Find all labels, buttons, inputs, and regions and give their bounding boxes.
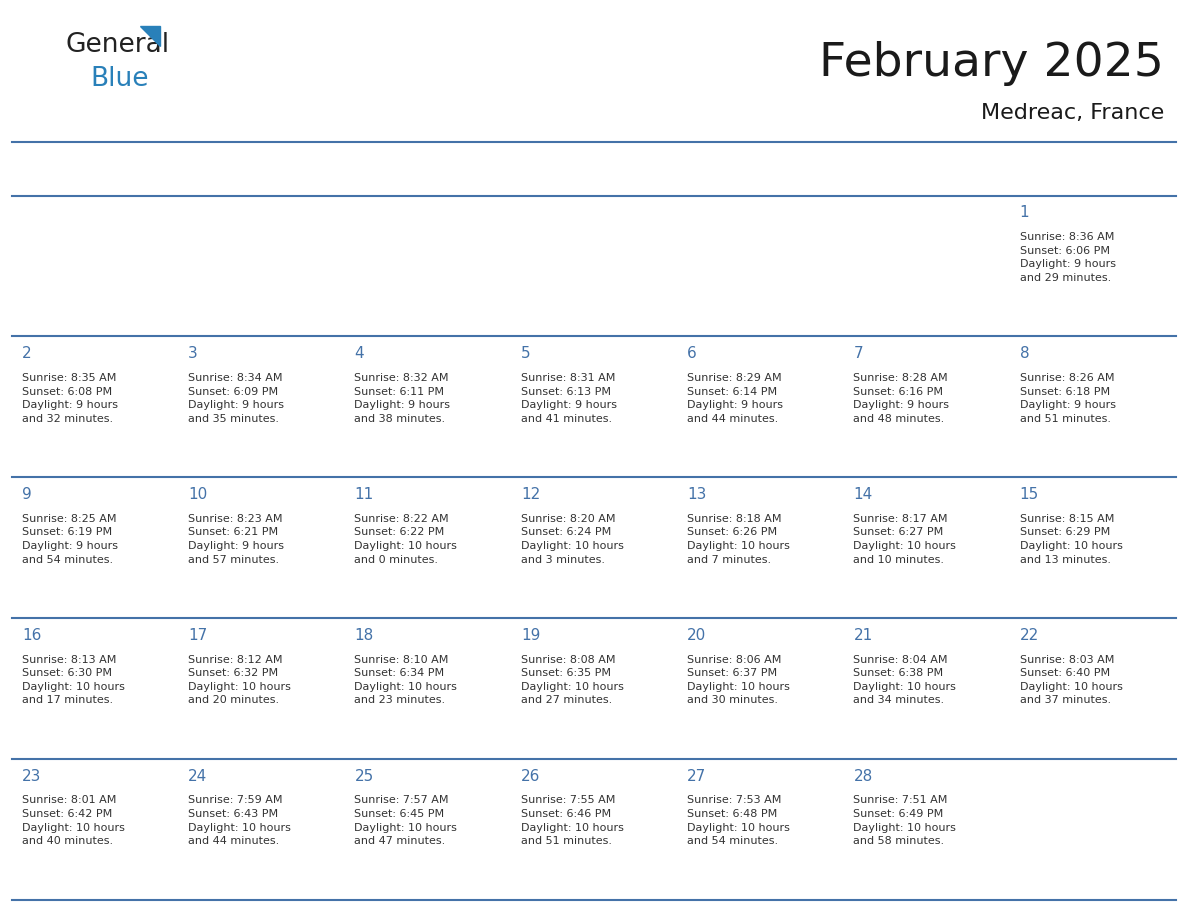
Text: Sunrise: 8:10 AM
Sunset: 6:34 PM
Daylight: 10 hours
and 23 minutes.: Sunrise: 8:10 AM Sunset: 6:34 PM Dayligh… xyxy=(354,655,457,705)
Text: Sunrise: 7:57 AM
Sunset: 6:45 PM
Daylight: 10 hours
and 47 minutes.: Sunrise: 7:57 AM Sunset: 6:45 PM Dayligh… xyxy=(354,795,457,846)
Text: Thursday: Thursday xyxy=(687,164,766,179)
Text: Sunrise: 8:18 AM
Sunset: 6:26 PM
Daylight: 10 hours
and 7 minutes.: Sunrise: 8:18 AM Sunset: 6:26 PM Dayligh… xyxy=(687,514,790,565)
Text: Sunrise: 7:51 AM
Sunset: 6:49 PM
Daylight: 10 hours
and 58 minutes.: Sunrise: 7:51 AM Sunset: 6:49 PM Dayligh… xyxy=(853,795,956,846)
Text: Sunrise: 8:23 AM
Sunset: 6:21 PM
Daylight: 9 hours
and 57 minutes.: Sunrise: 8:23 AM Sunset: 6:21 PM Dayligh… xyxy=(188,514,284,565)
Text: 17: 17 xyxy=(188,628,208,643)
Text: 16: 16 xyxy=(21,628,42,643)
Text: 5: 5 xyxy=(520,346,531,361)
Text: 12: 12 xyxy=(520,487,541,502)
Text: 23: 23 xyxy=(21,768,42,784)
Text: General: General xyxy=(65,32,170,58)
Text: 15: 15 xyxy=(1019,487,1040,502)
Text: 13: 13 xyxy=(687,487,707,502)
Text: Monday: Monday xyxy=(188,164,254,179)
Text: Sunrise: 8:31 AM
Sunset: 6:13 PM
Daylight: 9 hours
and 41 minutes.: Sunrise: 8:31 AM Sunset: 6:13 PM Dayligh… xyxy=(520,373,617,424)
Text: 6: 6 xyxy=(687,346,697,361)
Text: 27: 27 xyxy=(687,768,707,784)
Text: Sunrise: 7:55 AM
Sunset: 6:46 PM
Daylight: 10 hours
and 51 minutes.: Sunrise: 7:55 AM Sunset: 6:46 PM Dayligh… xyxy=(520,795,624,846)
Text: 25: 25 xyxy=(354,768,374,784)
Text: Saturday: Saturday xyxy=(1019,164,1097,179)
Text: 14: 14 xyxy=(853,487,873,502)
Text: Friday: Friday xyxy=(853,164,905,179)
Text: 9: 9 xyxy=(21,487,32,502)
Text: Sunrise: 8:25 AM
Sunset: 6:19 PM
Daylight: 9 hours
and 54 minutes.: Sunrise: 8:25 AM Sunset: 6:19 PM Dayligh… xyxy=(21,514,118,565)
Text: Sunrise: 8:26 AM
Sunset: 6:18 PM
Daylight: 9 hours
and 51 minutes.: Sunrise: 8:26 AM Sunset: 6:18 PM Dayligh… xyxy=(1019,373,1116,424)
Text: Sunrise: 7:59 AM
Sunset: 6:43 PM
Daylight: 10 hours
and 44 minutes.: Sunrise: 7:59 AM Sunset: 6:43 PM Dayligh… xyxy=(188,795,291,846)
Text: 1: 1 xyxy=(1019,206,1030,220)
Text: Sunrise: 8:17 AM
Sunset: 6:27 PM
Daylight: 10 hours
and 10 minutes.: Sunrise: 8:17 AM Sunset: 6:27 PM Dayligh… xyxy=(853,514,956,565)
Text: Sunrise: 8:15 AM
Sunset: 6:29 PM
Daylight: 10 hours
and 13 minutes.: Sunrise: 8:15 AM Sunset: 6:29 PM Dayligh… xyxy=(1019,514,1123,565)
Text: 3: 3 xyxy=(188,346,198,361)
Text: 26: 26 xyxy=(520,768,541,784)
Text: 4: 4 xyxy=(354,346,365,361)
Text: 11: 11 xyxy=(354,487,374,502)
Text: Sunday: Sunday xyxy=(21,164,84,179)
Text: February 2025: February 2025 xyxy=(820,41,1164,86)
Text: Sunrise: 8:03 AM
Sunset: 6:40 PM
Daylight: 10 hours
and 37 minutes.: Sunrise: 8:03 AM Sunset: 6:40 PM Dayligh… xyxy=(1019,655,1123,705)
Text: 20: 20 xyxy=(687,628,707,643)
Text: Sunrise: 7:53 AM
Sunset: 6:48 PM
Daylight: 10 hours
and 54 minutes.: Sunrise: 7:53 AM Sunset: 6:48 PM Dayligh… xyxy=(687,795,790,846)
Text: Sunrise: 8:06 AM
Sunset: 6:37 PM
Daylight: 10 hours
and 30 minutes.: Sunrise: 8:06 AM Sunset: 6:37 PM Dayligh… xyxy=(687,655,790,705)
Text: Sunrise: 8:20 AM
Sunset: 6:24 PM
Daylight: 10 hours
and 3 minutes.: Sunrise: 8:20 AM Sunset: 6:24 PM Dayligh… xyxy=(520,514,624,565)
Text: Sunrise: 8:29 AM
Sunset: 6:14 PM
Daylight: 9 hours
and 44 minutes.: Sunrise: 8:29 AM Sunset: 6:14 PM Dayligh… xyxy=(687,373,783,424)
Text: Sunrise: 8:28 AM
Sunset: 6:16 PM
Daylight: 9 hours
and 48 minutes.: Sunrise: 8:28 AM Sunset: 6:16 PM Dayligh… xyxy=(853,373,949,424)
Text: 21: 21 xyxy=(853,628,873,643)
Text: Sunrise: 8:36 AM
Sunset: 6:06 PM
Daylight: 9 hours
and 29 minutes.: Sunrise: 8:36 AM Sunset: 6:06 PM Dayligh… xyxy=(1019,232,1116,283)
Text: Sunrise: 8:34 AM
Sunset: 6:09 PM
Daylight: 9 hours
and 35 minutes.: Sunrise: 8:34 AM Sunset: 6:09 PM Dayligh… xyxy=(188,373,284,424)
Text: 24: 24 xyxy=(188,768,208,784)
Text: 22: 22 xyxy=(1019,628,1040,643)
Text: Wednesday: Wednesday xyxy=(520,164,618,179)
Text: 18: 18 xyxy=(354,628,374,643)
Text: Sunrise: 8:04 AM
Sunset: 6:38 PM
Daylight: 10 hours
and 34 minutes.: Sunrise: 8:04 AM Sunset: 6:38 PM Dayligh… xyxy=(853,655,956,705)
Text: 10: 10 xyxy=(188,487,208,502)
Text: Sunrise: 8:01 AM
Sunset: 6:42 PM
Daylight: 10 hours
and 40 minutes.: Sunrise: 8:01 AM Sunset: 6:42 PM Dayligh… xyxy=(21,795,125,846)
Text: 28: 28 xyxy=(853,768,873,784)
Text: Sunrise: 8:12 AM
Sunset: 6:32 PM
Daylight: 10 hours
and 20 minutes.: Sunrise: 8:12 AM Sunset: 6:32 PM Dayligh… xyxy=(188,655,291,705)
Text: Medreac, France: Medreac, France xyxy=(981,103,1164,123)
Text: Sunrise: 8:13 AM
Sunset: 6:30 PM
Daylight: 10 hours
and 17 minutes.: Sunrise: 8:13 AM Sunset: 6:30 PM Dayligh… xyxy=(21,655,125,705)
Text: Sunrise: 8:08 AM
Sunset: 6:35 PM
Daylight: 10 hours
and 27 minutes.: Sunrise: 8:08 AM Sunset: 6:35 PM Dayligh… xyxy=(520,655,624,705)
Text: Sunrise: 8:32 AM
Sunset: 6:11 PM
Daylight: 9 hours
and 38 minutes.: Sunrise: 8:32 AM Sunset: 6:11 PM Dayligh… xyxy=(354,373,450,424)
Text: Tuesday: Tuesday xyxy=(354,164,423,179)
Text: 2: 2 xyxy=(21,346,32,361)
Text: Blue: Blue xyxy=(90,66,148,92)
Text: 8: 8 xyxy=(1019,346,1030,361)
Text: 19: 19 xyxy=(520,628,541,643)
Text: Sunrise: 8:22 AM
Sunset: 6:22 PM
Daylight: 10 hours
and 0 minutes.: Sunrise: 8:22 AM Sunset: 6:22 PM Dayligh… xyxy=(354,514,457,565)
Text: Sunrise: 8:35 AM
Sunset: 6:08 PM
Daylight: 9 hours
and 32 minutes.: Sunrise: 8:35 AM Sunset: 6:08 PM Dayligh… xyxy=(21,373,118,424)
Text: 7: 7 xyxy=(853,346,864,361)
